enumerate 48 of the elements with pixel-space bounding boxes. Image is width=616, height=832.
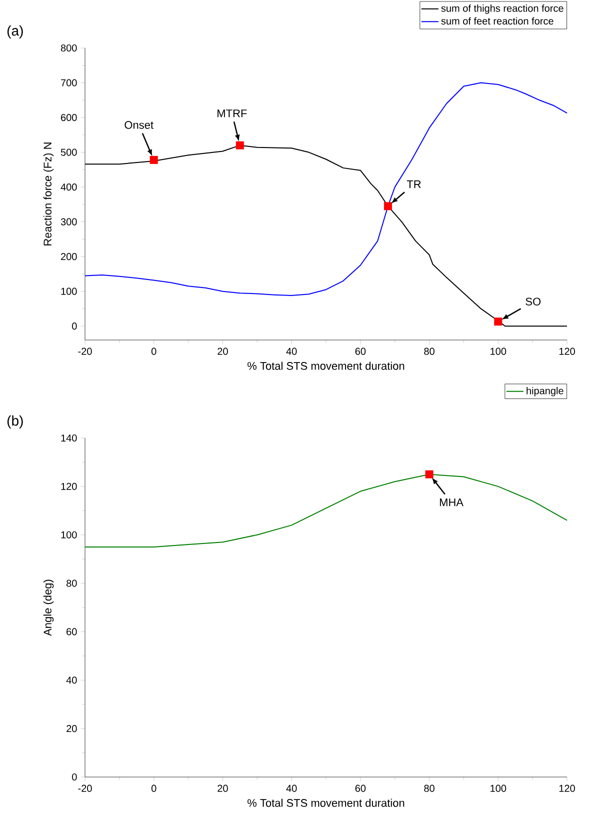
y-tick-label: 60 <box>66 628 77 636</box>
line-series <box>84 82 568 296</box>
x-tick-label: 40 <box>286 348 297 355</box>
x-tick-label: -20 <box>78 348 92 355</box>
annotation: MHA <box>440 498 464 506</box>
x-tick-label: 20 <box>218 784 228 792</box>
legend-label: sum of thighs reaction force <box>441 4 564 14</box>
x-axis-title: % Total STS movement duration <box>248 798 404 807</box>
y-tick-label: 20 <box>66 725 77 732</box>
y-tick-label: 300 <box>60 218 77 226</box>
x-axis-title: % Total STS movement duration <box>248 362 404 370</box>
x-tick-label: 0 <box>151 784 156 792</box>
y-tick-label: 120 <box>61 482 77 490</box>
x-tick-label: 40 <box>286 784 297 792</box>
y-tick-label: 100 <box>61 531 77 538</box>
x-tick-label: 100 <box>490 784 506 792</box>
y-tick-label: 800 <box>60 44 77 52</box>
x-tick-label: -20 <box>78 784 92 792</box>
y-tick-label: 500 <box>60 148 77 156</box>
x-tick-label: 120 <box>559 348 575 355</box>
x-tick-label: 0 <box>151 348 156 355</box>
x-tick-label: 80 <box>424 348 434 355</box>
annotation: Onset <box>124 121 154 129</box>
x-tick-label: 100 <box>490 348 506 355</box>
chart-title: (b) <box>7 415 23 428</box>
y-tick-label: 200 <box>61 253 77 260</box>
x-tick-label: 120 <box>559 784 575 792</box>
annotation: TR <box>406 180 421 188</box>
chart-title: (a) <box>7 25 23 38</box>
y-tick-label: 0 <box>72 322 77 330</box>
y-tick-label: 100 <box>61 288 77 295</box>
x-tick-label: 60 <box>355 784 366 792</box>
y-tick-label: 80 <box>66 580 77 587</box>
legend-label: hipangle <box>526 386 564 396</box>
x-tick-label: 20 <box>218 348 228 355</box>
x-tick-label: 60 <box>355 348 366 355</box>
x-tick-label: 80 <box>424 784 434 792</box>
y-axis-title: Reaction force (Fz) N <box>43 142 54 246</box>
y-tick-label: 600 <box>61 114 77 122</box>
legend-label: sum of feet reaction force <box>441 17 554 25</box>
y-tick-label: 0 <box>72 773 77 781</box>
annotation: MTRF <box>218 110 247 118</box>
annotation: SO <box>526 298 541 306</box>
y-tick-label: 140 <box>61 434 77 442</box>
y-tick-label: 40 <box>66 676 77 684</box>
y-tick-label: 400 <box>60 184 77 191</box>
y-tick-label: 700 <box>61 79 77 86</box>
y-axis-title: Angle (deg) <box>43 580 54 636</box>
